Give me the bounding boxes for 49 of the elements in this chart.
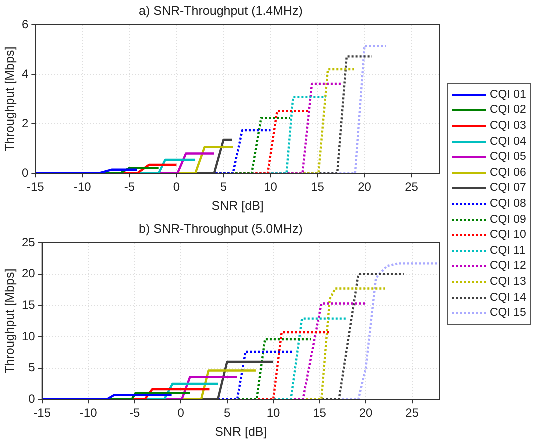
legend-label: CQI 02 [490, 104, 526, 116]
legend-label: CQI 09 [490, 214, 526, 226]
y-tick-label: 20 [22, 266, 36, 281]
x-tick-label: 20 [358, 180, 372, 194]
x-tick-label: -5 [129, 406, 140, 420]
legend-label: CQI 07 [490, 182, 526, 194]
x-axis-title: SNR [dB] [215, 424, 268, 439]
y-tick-label: 6 [22, 17, 29, 32]
y-tick-label: 25 [22, 235, 36, 250]
legend-label: CQI 15 [490, 307, 526, 320]
x-tick-label: 15 [313, 406, 327, 420]
y-tick-label: 10 [22, 329, 36, 344]
x-axis-title: SNR [dB] [212, 198, 264, 213]
legend-label: CQI 04 [490, 136, 526, 148]
x-tick-label: 10 [264, 180, 278, 194]
x-tick-label: 15 [311, 180, 325, 194]
y-axis-title: Throughput [Mbps] [2, 268, 17, 374]
x-tick-label: 10 [266, 406, 281, 420]
x-tick-label: -10 [74, 180, 92, 194]
x-tick-label: -15 [27, 180, 45, 194]
y-tick-label: 15 [22, 298, 36, 312]
legend-label: CQI 14 [490, 292, 526, 304]
legend-label: CQI 12 [490, 260, 526, 272]
legend-label: CQI 11 [490, 244, 526, 257]
y-tick-label: 4 [22, 66, 29, 81]
legend-label: CQI 10 [490, 229, 526, 242]
x-tick-label: 0 [173, 180, 180, 194]
x-tick-label: 25 [406, 406, 420, 420]
y-tick-label: 2 [22, 116, 29, 130]
legend-label: CQI 05 [490, 151, 526, 164]
y-tick-label: 0 [28, 392, 36, 406]
x-tick-label: 20 [359, 406, 374, 420]
chart-title: b) SNR-Throughput (5.0MHz) [139, 222, 303, 236]
legend-label: CQI 01 [490, 88, 526, 101]
y-axis-title: Throughput [Mbps] [2, 46, 17, 152]
x-tick-label: 25 [405, 180, 419, 194]
legend-label: CQI 06 [490, 166, 526, 179]
y-tick-label: 5 [28, 360, 36, 375]
x-tick-label: 5 [220, 180, 228, 194]
x-tick-label: -15 [34, 406, 52, 420]
y-tick-label: 0 [22, 166, 29, 180]
legend-label: CQI 08 [490, 198, 526, 210]
x-tick-label: 0 [178, 406, 185, 420]
x-tick-label: 5 [224, 406, 231, 420]
x-tick-label: -10 [80, 406, 98, 420]
legend-label: CQI 13 [490, 276, 526, 288]
chart-title: a) SNR-Throughput (1.4MHz) [139, 4, 303, 18]
x-tick-label: -5 [124, 180, 136, 194]
legend-label: CQI 03 [490, 120, 526, 132]
